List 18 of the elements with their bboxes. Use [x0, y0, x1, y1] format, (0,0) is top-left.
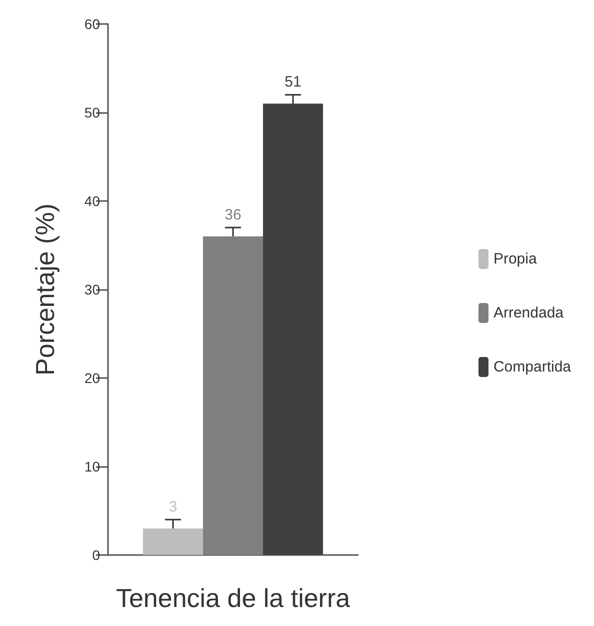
legend-label: Propia [493, 250, 538, 268]
y-tick-label: 60 [84, 16, 100, 32]
y-tick-label: 30 [84, 282, 100, 298]
data-label: 3 [168, 498, 178, 516]
bar [203, 236, 263, 555]
x-axis-title: Tenencia de la tierra [116, 583, 351, 613]
bar [263, 104, 323, 555]
y-axis-title: Porcentaje (%) [30, 204, 60, 376]
data-label: 36 [224, 206, 242, 224]
y-tick-label: 0 [92, 547, 100, 563]
y-tick-label: 40 [84, 193, 100, 209]
y-tick-label: 20 [84, 370, 100, 386]
bar [143, 528, 203, 555]
y-tick-label: 10 [84, 458, 100, 474]
legend-label: Arrendada [493, 304, 564, 322]
data-label: 51 [284, 74, 302, 91]
y-tick-label: 50 [84, 104, 100, 120]
legend-label: Compartida [493, 358, 572, 376]
